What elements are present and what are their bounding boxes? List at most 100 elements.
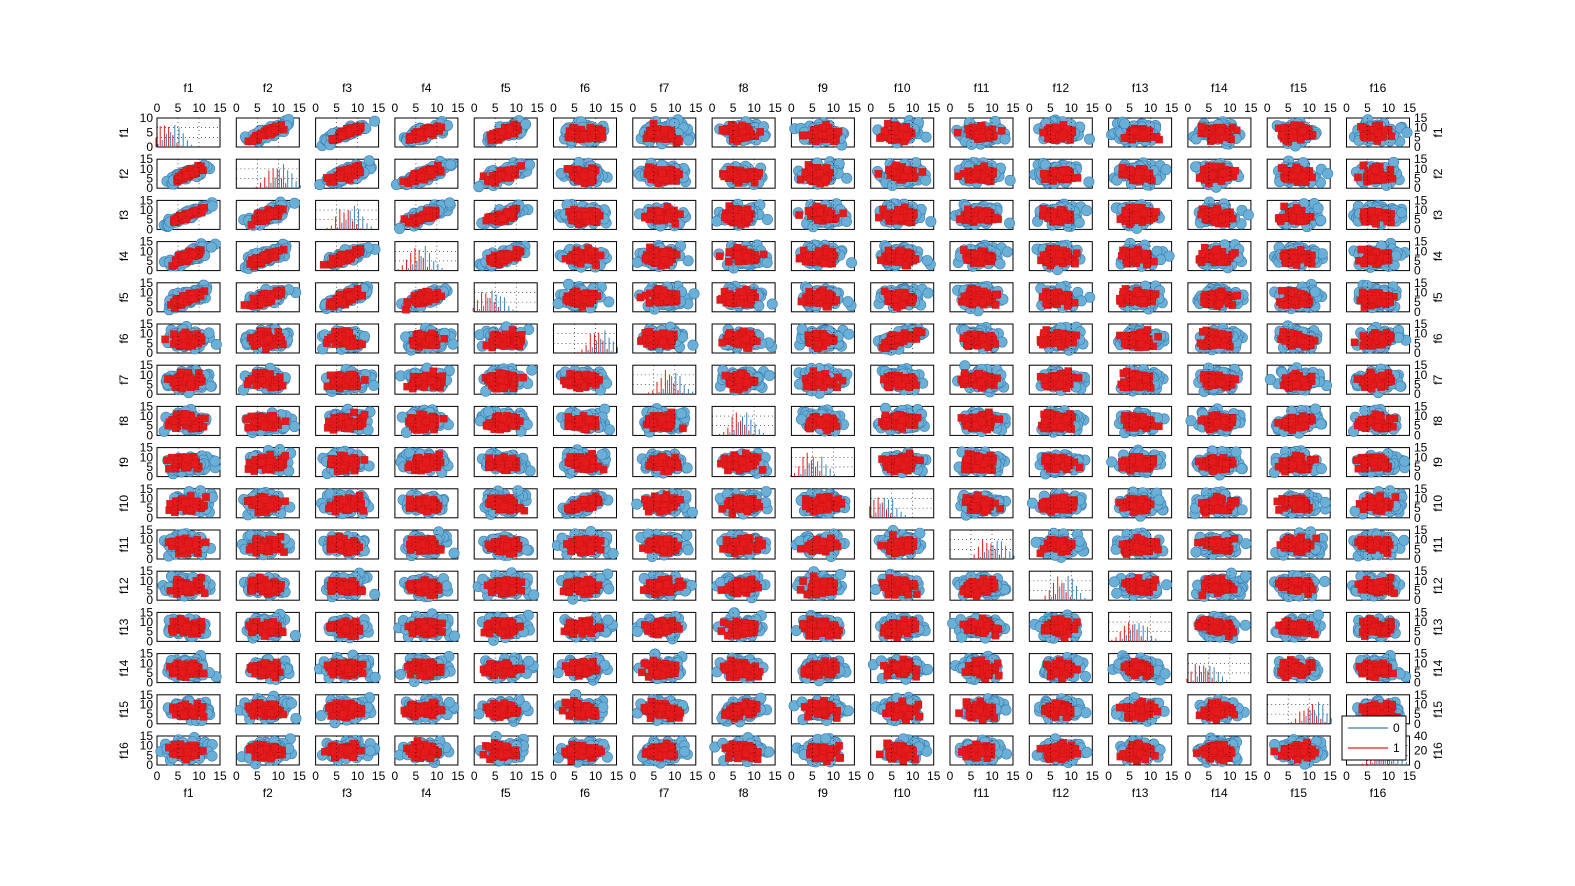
- cell-f2-f13: [1109, 158, 1172, 191]
- cell-f1-f3: [316, 116, 380, 151]
- cell-f2-f5: [474, 158, 538, 192]
- point: [921, 175, 931, 185]
- cell-f2-f4: [391, 156, 458, 190]
- cell-f3-f6: [554, 199, 617, 229]
- point: [329, 135, 336, 142]
- point: [424, 129, 431, 136]
- point: [564, 165, 571, 172]
- point: [580, 132, 587, 139]
- cell-f1-f4: [395, 116, 458, 147]
- cell-f1-f1: [156, 118, 220, 147]
- cell-f1-f9: [790, 118, 855, 151]
- point: [1375, 129, 1382, 136]
- point: [721, 214, 728, 221]
- point: [1059, 168, 1066, 175]
- point: [338, 132, 345, 139]
- point: [984, 177, 991, 184]
- point: [249, 138, 256, 145]
- cell-f1-f13: [1106, 117, 1171, 147]
- point: [1204, 130, 1211, 137]
- point: [357, 169, 364, 176]
- point: [1402, 127, 1412, 137]
- cell-f2-f1: [157, 159, 220, 189]
- point: [1190, 161, 1200, 171]
- point: [1146, 128, 1153, 135]
- point: [730, 123, 737, 130]
- point: [406, 135, 413, 142]
- point: [505, 166, 512, 173]
- point: [1374, 175, 1381, 182]
- point: [1290, 121, 1297, 128]
- point: [506, 126, 513, 133]
- point: [835, 128, 842, 135]
- point: [647, 130, 654, 137]
- point: [890, 123, 897, 130]
- point: [911, 157, 921, 167]
- point: [954, 173, 961, 180]
- cell-f1-f14: [1188, 117, 1251, 150]
- point: [670, 207, 677, 214]
- point: [892, 162, 899, 169]
- point: [336, 174, 343, 181]
- point: [1059, 134, 1066, 141]
- point: [438, 124, 445, 131]
- point: [411, 170, 418, 177]
- point: [672, 220, 679, 227]
- point: [817, 170, 824, 177]
- point: [904, 133, 911, 140]
- point: [668, 131, 675, 138]
- cell-f2-f7: [633, 158, 696, 188]
- point: [1000, 134, 1010, 144]
- point: [985, 130, 992, 137]
- point: [517, 162, 524, 169]
- cell-f1-f8: [712, 117, 775, 147]
- point: [1131, 128, 1138, 135]
- point: [1354, 174, 1361, 181]
- point: [352, 125, 359, 132]
- point: [1290, 134, 1297, 141]
- point: [266, 212, 273, 219]
- point: [973, 170, 980, 177]
- point: [647, 212, 654, 219]
- hist-frame: [236, 159, 299, 188]
- point: [647, 172, 654, 179]
- point: [683, 135, 693, 145]
- point: [1217, 128, 1224, 135]
- point: [659, 170, 666, 177]
- point: [1363, 134, 1370, 141]
- point: [1084, 177, 1094, 187]
- point: [1299, 128, 1306, 135]
- point: [969, 124, 976, 131]
- point: [581, 173, 588, 180]
- point: [830, 138, 837, 145]
- point: [1278, 132, 1285, 139]
- point: [1121, 134, 1128, 141]
- point: [919, 168, 926, 175]
- cell-f1-f10: [871, 115, 934, 148]
- point: [1198, 123, 1205, 130]
- point: [344, 166, 351, 173]
- point: [728, 213, 735, 220]
- point: [1127, 167, 1134, 174]
- point: [587, 124, 594, 131]
- point: [1220, 170, 1227, 177]
- cell-f2-f8: [712, 159, 775, 190]
- point: [808, 166, 815, 173]
- cell-f1-f7: [633, 115, 696, 150]
- cell-f3-f3: [316, 200, 379, 229]
- cell-f3-f9: [791, 199, 854, 232]
- point: [498, 129, 505, 136]
- point: [1381, 127, 1388, 134]
- cell-f1-f12: [1029, 115, 1094, 147]
- point: [1161, 164, 1171, 174]
- point: [1040, 129, 1047, 136]
- point: [483, 217, 490, 224]
- point: [172, 218, 179, 225]
- point: [1289, 172, 1296, 179]
- cell-f1-f15: [1267, 117, 1330, 151]
- point: [289, 198, 299, 208]
- point: [394, 223, 404, 233]
- cell-f2-f11: [950, 157, 1015, 188]
- point: [569, 129, 576, 136]
